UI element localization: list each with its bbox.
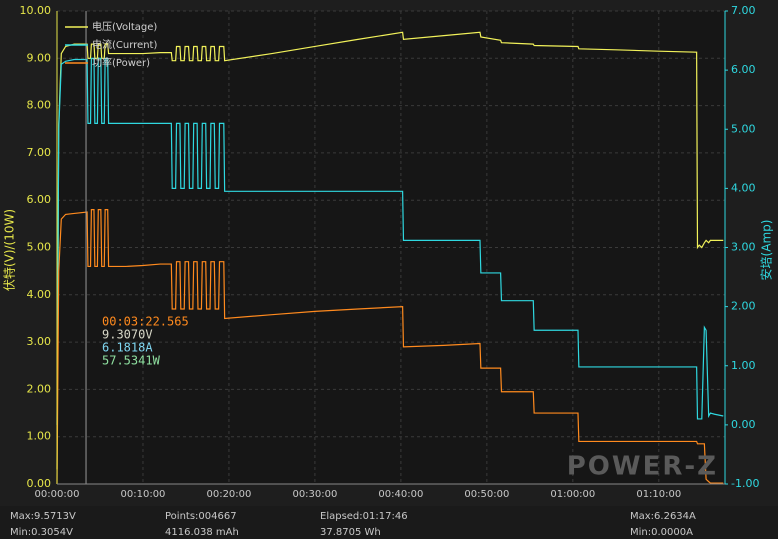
x-tick-label: 00:40:00 bbox=[378, 489, 423, 500]
x-tick-label: 00:20:00 bbox=[206, 489, 251, 500]
legend: 电压(Voltage) 电流(Current) 功率(Power) bbox=[65, 20, 157, 69]
y-tick-label: 5.00 bbox=[27, 241, 52, 254]
series-line bbox=[56, 209, 724, 485]
y-tick-label: 8.00 bbox=[27, 99, 52, 112]
x-tick-label: 00:50:00 bbox=[464, 489, 509, 500]
status-elapsed: Elapsed:01:17:46 bbox=[320, 511, 408, 522]
status-min-current: Min:0.0000A bbox=[630, 527, 693, 538]
y2-axis-title: 安培(Amp) bbox=[759, 220, 774, 281]
y-tick-label: 9.00 bbox=[27, 51, 52, 64]
y2-tick-label: 3.00 bbox=[731, 241, 756, 254]
status-max-current: Max:6.2634A bbox=[630, 511, 696, 522]
y-tick-label: 7.00 bbox=[27, 146, 52, 159]
x-tick-label: 00:00:00 bbox=[35, 489, 80, 500]
y2-tick-label: 6.00 bbox=[731, 63, 756, 76]
y-axis-title: 伏特(V)/(10W) bbox=[2, 209, 17, 291]
legend-label: 电压(Voltage) bbox=[92, 20, 157, 33]
status-max-voltage: Max:9.5713V bbox=[10, 511, 76, 522]
cursor-current: 6.1818A bbox=[102, 341, 153, 355]
plot-area bbox=[57, 11, 725, 484]
cursor-voltage: 9.3070V bbox=[102, 328, 153, 342]
y-tick-label: 1.00 bbox=[27, 430, 52, 443]
y2-tick-label: 0.00 bbox=[731, 418, 756, 431]
status-bar bbox=[0, 506, 778, 539]
status-points: Points:004667 bbox=[165, 511, 237, 522]
y2-tick-label: 1.00 bbox=[731, 359, 756, 372]
status-min-voltage: Min:0.3054V bbox=[10, 527, 73, 538]
y-tick-label: 4.00 bbox=[27, 288, 52, 301]
y-tick-label: 3.00 bbox=[27, 335, 52, 348]
y-tick-label: 0.00 bbox=[27, 477, 52, 490]
status-energy: 37.8705 Wh bbox=[320, 527, 381, 538]
legend-label: 功率(Power) bbox=[92, 56, 150, 69]
watermark: POWER-Z bbox=[567, 452, 718, 482]
y2-tick-label: 7.00 bbox=[731, 4, 756, 17]
series-line bbox=[56, 31, 724, 470]
x-tick-label: 00:10:00 bbox=[121, 489, 166, 500]
cursor-power: 57.5341W bbox=[102, 354, 161, 368]
cursor-time: 00:03:22.565 bbox=[102, 315, 189, 329]
y2-tick-label: 5.00 bbox=[731, 122, 756, 135]
y2-tick-label: 2.00 bbox=[731, 300, 756, 313]
x-tick-label: 01:00:00 bbox=[550, 489, 595, 500]
x-tick-label: 01:10:00 bbox=[636, 489, 681, 500]
y-tick-label: 10.00 bbox=[20, 4, 52, 17]
series-line bbox=[56, 57, 724, 425]
legend-label: 电流(Current) bbox=[92, 38, 157, 51]
x-tick-label: 00:30:00 bbox=[292, 489, 337, 500]
y-tick-label: 6.00 bbox=[27, 193, 52, 206]
y2-tick-label: 4.00 bbox=[731, 181, 756, 194]
status-capacity: 4116.038 mAh bbox=[165, 527, 239, 538]
y-tick-label: 2.00 bbox=[27, 382, 52, 395]
y2-tick-label: -1.00 bbox=[731, 477, 759, 490]
lines bbox=[56, 11, 724, 485]
